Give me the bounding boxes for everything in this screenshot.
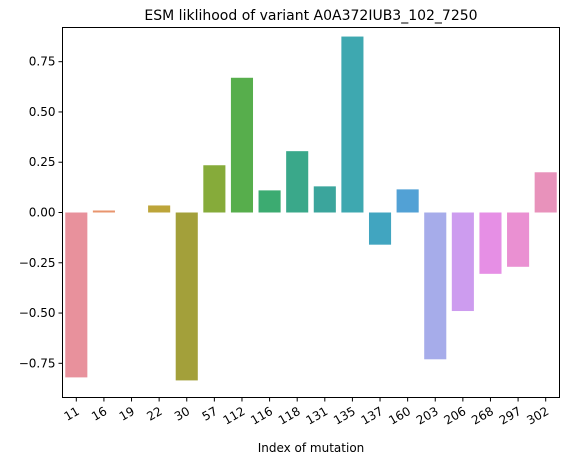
bar-30 [175, 212, 198, 381]
bar-112 [230, 77, 254, 213]
bar-116 [258, 190, 281, 213]
bar-302 [534, 172, 557, 213]
x-tick-label: 137 [359, 404, 386, 428]
x-tick-label: 118 [276, 404, 303, 428]
y-tick-label: −0.50 [19, 306, 56, 320]
x-tick-label: 131 [303, 404, 330, 428]
x-tick-label: 135 [331, 404, 358, 428]
x-tick-label: 116 [248, 404, 275, 428]
x-axis-label: Index of mutation [258, 441, 365, 455]
plot-frame [62, 27, 560, 398]
bar-22 [148, 205, 171, 213]
bar-16 [92, 210, 115, 213]
x-tick-label: 160 [386, 404, 413, 428]
x-tick-label: 268 [469, 404, 496, 428]
chart-title: ESM liklihood of variant A0A372IUB3_102_… [144, 8, 477, 24]
x-tick-label: 57 [200, 404, 220, 424]
y-tick-label: −0.75 [19, 356, 56, 370]
bar-297 [507, 212, 530, 267]
y-tick-label: −0.25 [19, 256, 56, 270]
bar-11 [65, 212, 88, 378]
x-tick-label: 19 [117, 404, 137, 424]
x-tick-label: 11 [62, 404, 82, 424]
bars-group [65, 36, 557, 381]
y-tick-label: 0.00 [29, 206, 56, 220]
x-tick-label: 30 [172, 404, 192, 424]
bar-131 [313, 186, 336, 213]
x-tick-label: 22 [144, 404, 164, 424]
x-tick-label: 16 [89, 404, 109, 424]
x-tick-label: 297 [497, 404, 524, 428]
y-tick-label: 0.50 [29, 105, 56, 119]
x-tick-label: 203 [414, 404, 441, 428]
bar-206 [451, 212, 474, 312]
bar-135 [341, 36, 364, 213]
bar-118 [286, 151, 309, 213]
y-tick-label: 0.75 [29, 55, 56, 69]
x-tick-label: 112 [221, 404, 248, 428]
y-tick-label: 0.25 [29, 155, 56, 169]
bar-160 [396, 189, 419, 213]
bar-57 [203, 165, 226, 213]
bar-137 [368, 212, 392, 245]
bar-203 [424, 212, 447, 360]
x-axis-ticks: 11 16 19 22 30 57 112 116 118 131 135 137 160 203 206 2… [62, 397, 551, 428]
x-tick-label: 206 [442, 404, 469, 428]
x-tick-label: 302 [524, 404, 551, 428]
bar-268 [479, 212, 502, 274]
y-axis-ticks: −0.75 −0.50 −0.25 0.00 0.25 0.50 0.75 [19, 55, 63, 370]
